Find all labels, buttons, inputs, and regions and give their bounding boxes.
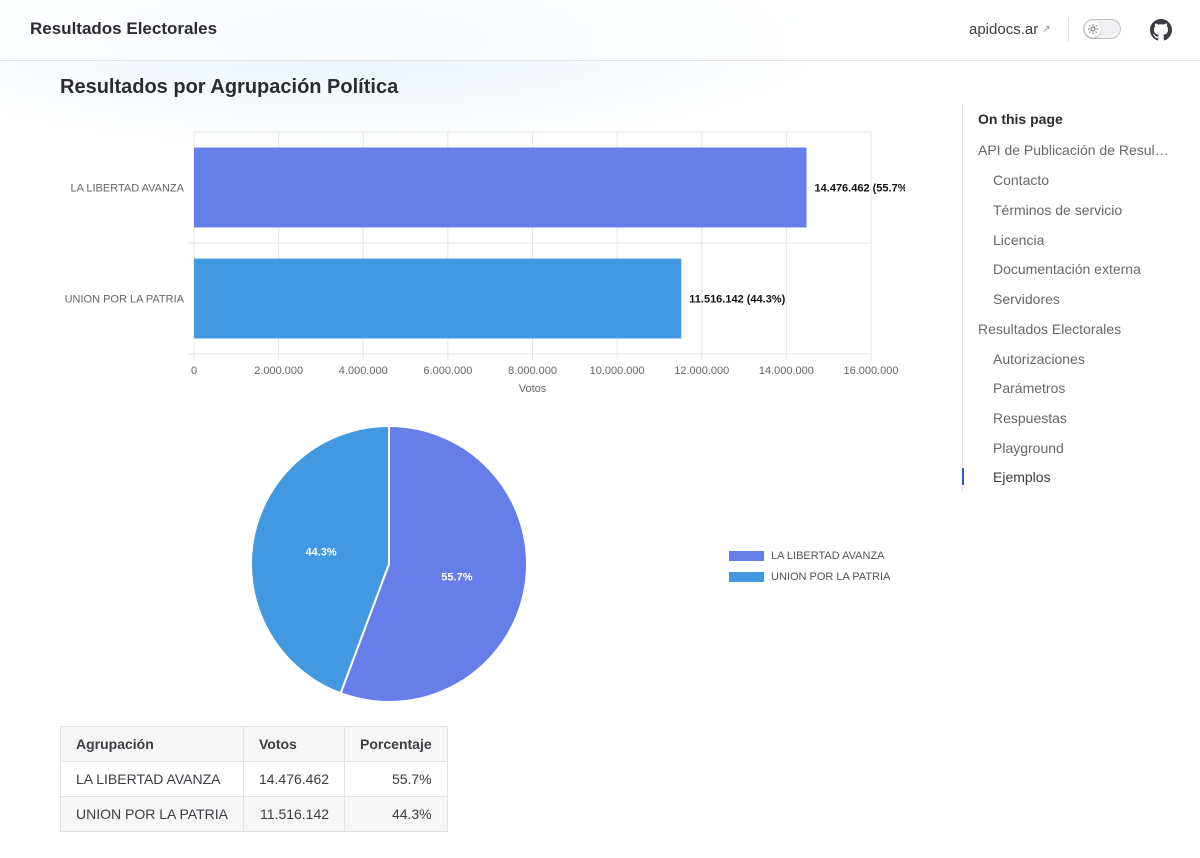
toc-item-ejemplos[interactable]: Ejemplos <box>993 469 1051 485</box>
apidocs-link-label: apidocs.ar <box>969 21 1039 38</box>
bar <box>194 147 807 228</box>
apidocs-link[interactable]: apidocs.ar ↗ <box>969 21 1051 38</box>
cell-votos: 14.476.462 <box>242 761 346 797</box>
toc-item-autorizaciones[interactable]: Autorizaciones <box>993 351 1085 367</box>
pie-slice <box>339 424 528 703</box>
page-title: Resultados por Agrupación Política <box>60 76 399 98</box>
results-table: Agrupación Votos Porcentaje LA LIBERTAD … <box>60 726 448 832</box>
toc-item-documentacion[interactable]: Documentación externa <box>993 261 1141 277</box>
toc-title: On this page <box>978 111 1063 127</box>
site-title[interactable]: Resultados Electorales <box>30 19 218 38</box>
x-tick-label: 4.000.000 <box>339 365 388 377</box>
toc-active-marker <box>962 468 964 485</box>
x-tick-label: 2.000.000 <box>254 365 303 377</box>
x-axis-title: Votos <box>519 383 547 395</box>
header-porcentaje: Porcentaje <box>344 726 448 762</box>
table-row: UNION POR LA PATRIA 11.516.142 44.3% <box>60 796 448 832</box>
y-tick-label: LA LIBERTAD AVANZA <box>70 183 184 195</box>
table-header-row: Agrupación Votos Porcentaje <box>60 726 448 762</box>
pie-chart: 55.7% 44.3% <box>250 424 528 703</box>
toc-item-respuestas[interactable]: Respuestas <box>993 410 1067 426</box>
toc-item-contacto[interactable]: Contacto <box>993 172 1050 188</box>
toc-sidebar: On this page API de Publicación de Resul… <box>962 104 1200 492</box>
legend-item[interactable]: UNION POR LA PATRIA <box>729 566 890 587</box>
sun-icon <box>1085 21 1101 37</box>
cell-agrupacion: LA LIBERTAD AVANZA <box>60 761 244 797</box>
top-navbar: Resultados Electorales apidocs.ar ↗ <box>0 0 1200 61</box>
legend-swatch <box>729 571 764 582</box>
pie-legend: LA LIBERTAD AVANZA UNION POR LA PATRIA <box>729 545 890 587</box>
header-votos: Votos <box>242 726 346 762</box>
x-tick-label: 6.000.000 <box>423 365 472 377</box>
x-tick-label: 14.000.000 <box>759 365 814 377</box>
x-tick-label: 12.000.000 <box>674 365 729 377</box>
bar-data-label: 14.476.462 (55.7%) <box>815 183 905 195</box>
x-tick-label: 8.000.000 <box>508 365 557 377</box>
toc-item-api-publicacion[interactable]: API de Publicación de Resultados Elector… <box>978 142 1169 158</box>
external-link-icon: ↗ <box>1042 24 1051 35</box>
toc-item-playground[interactable]: Playground <box>993 440 1064 456</box>
theme-toggle[interactable] <box>1083 19 1121 39</box>
cell-porcentaje: 55.7% <box>344 761 448 797</box>
cell-porcentaje: 44.3% <box>344 796 448 832</box>
pie-slice <box>250 424 390 695</box>
pie-slice-label: 55.7% <box>441 571 472 583</box>
toc-item-terminos[interactable]: Términos de servicio <box>993 202 1123 218</box>
legend-swatch <box>729 550 764 561</box>
header-agrupacion: Agrupación <box>60 726 244 762</box>
bar <box>194 258 682 339</box>
navbar-divider <box>1068 18 1069 42</box>
legend-label: LA LIBERTAD AVANZA <box>771 549 885 562</box>
toc-item-resultados[interactable]: Resultados Electorales <box>978 321 1122 337</box>
bar-chart: 0 2.000.000 4.000.000 6.000.000 8.000.000 10.… <box>65 131 905 395</box>
github-link[interactable] <box>1150 19 1172 41</box>
x-tick-label: 16.000.000 <box>843 365 898 377</box>
table-row: LA LIBERTAD AVANZA 14.476.462 55.7% <box>60 761 448 797</box>
github-icon <box>1150 19 1172 41</box>
toc-item-licencia[interactable]: Licencia <box>993 232 1045 248</box>
legend-item[interactable]: LA LIBERTAD AVANZA <box>729 545 890 566</box>
toc-item-parametros[interactable]: Parámetros <box>993 380 1066 396</box>
pie-slice-label: 44.3% <box>306 547 337 559</box>
legend-label: UNION POR LA PATRIA <box>771 570 891 583</box>
x-tick-label: 0 <box>191 365 197 377</box>
cell-votos: 11.516.142 <box>242 796 346 832</box>
bar-data-label: 11.516.142 (44.3%) <box>689 294 785 306</box>
toc-item-servidores[interactable]: Servidores <box>993 291 1060 307</box>
x-tick-label: 10.000.000 <box>590 365 645 377</box>
cell-agrupacion: UNION POR LA PATRIA <box>60 796 244 832</box>
y-tick-label: UNION POR LA PATRIA <box>65 294 185 306</box>
